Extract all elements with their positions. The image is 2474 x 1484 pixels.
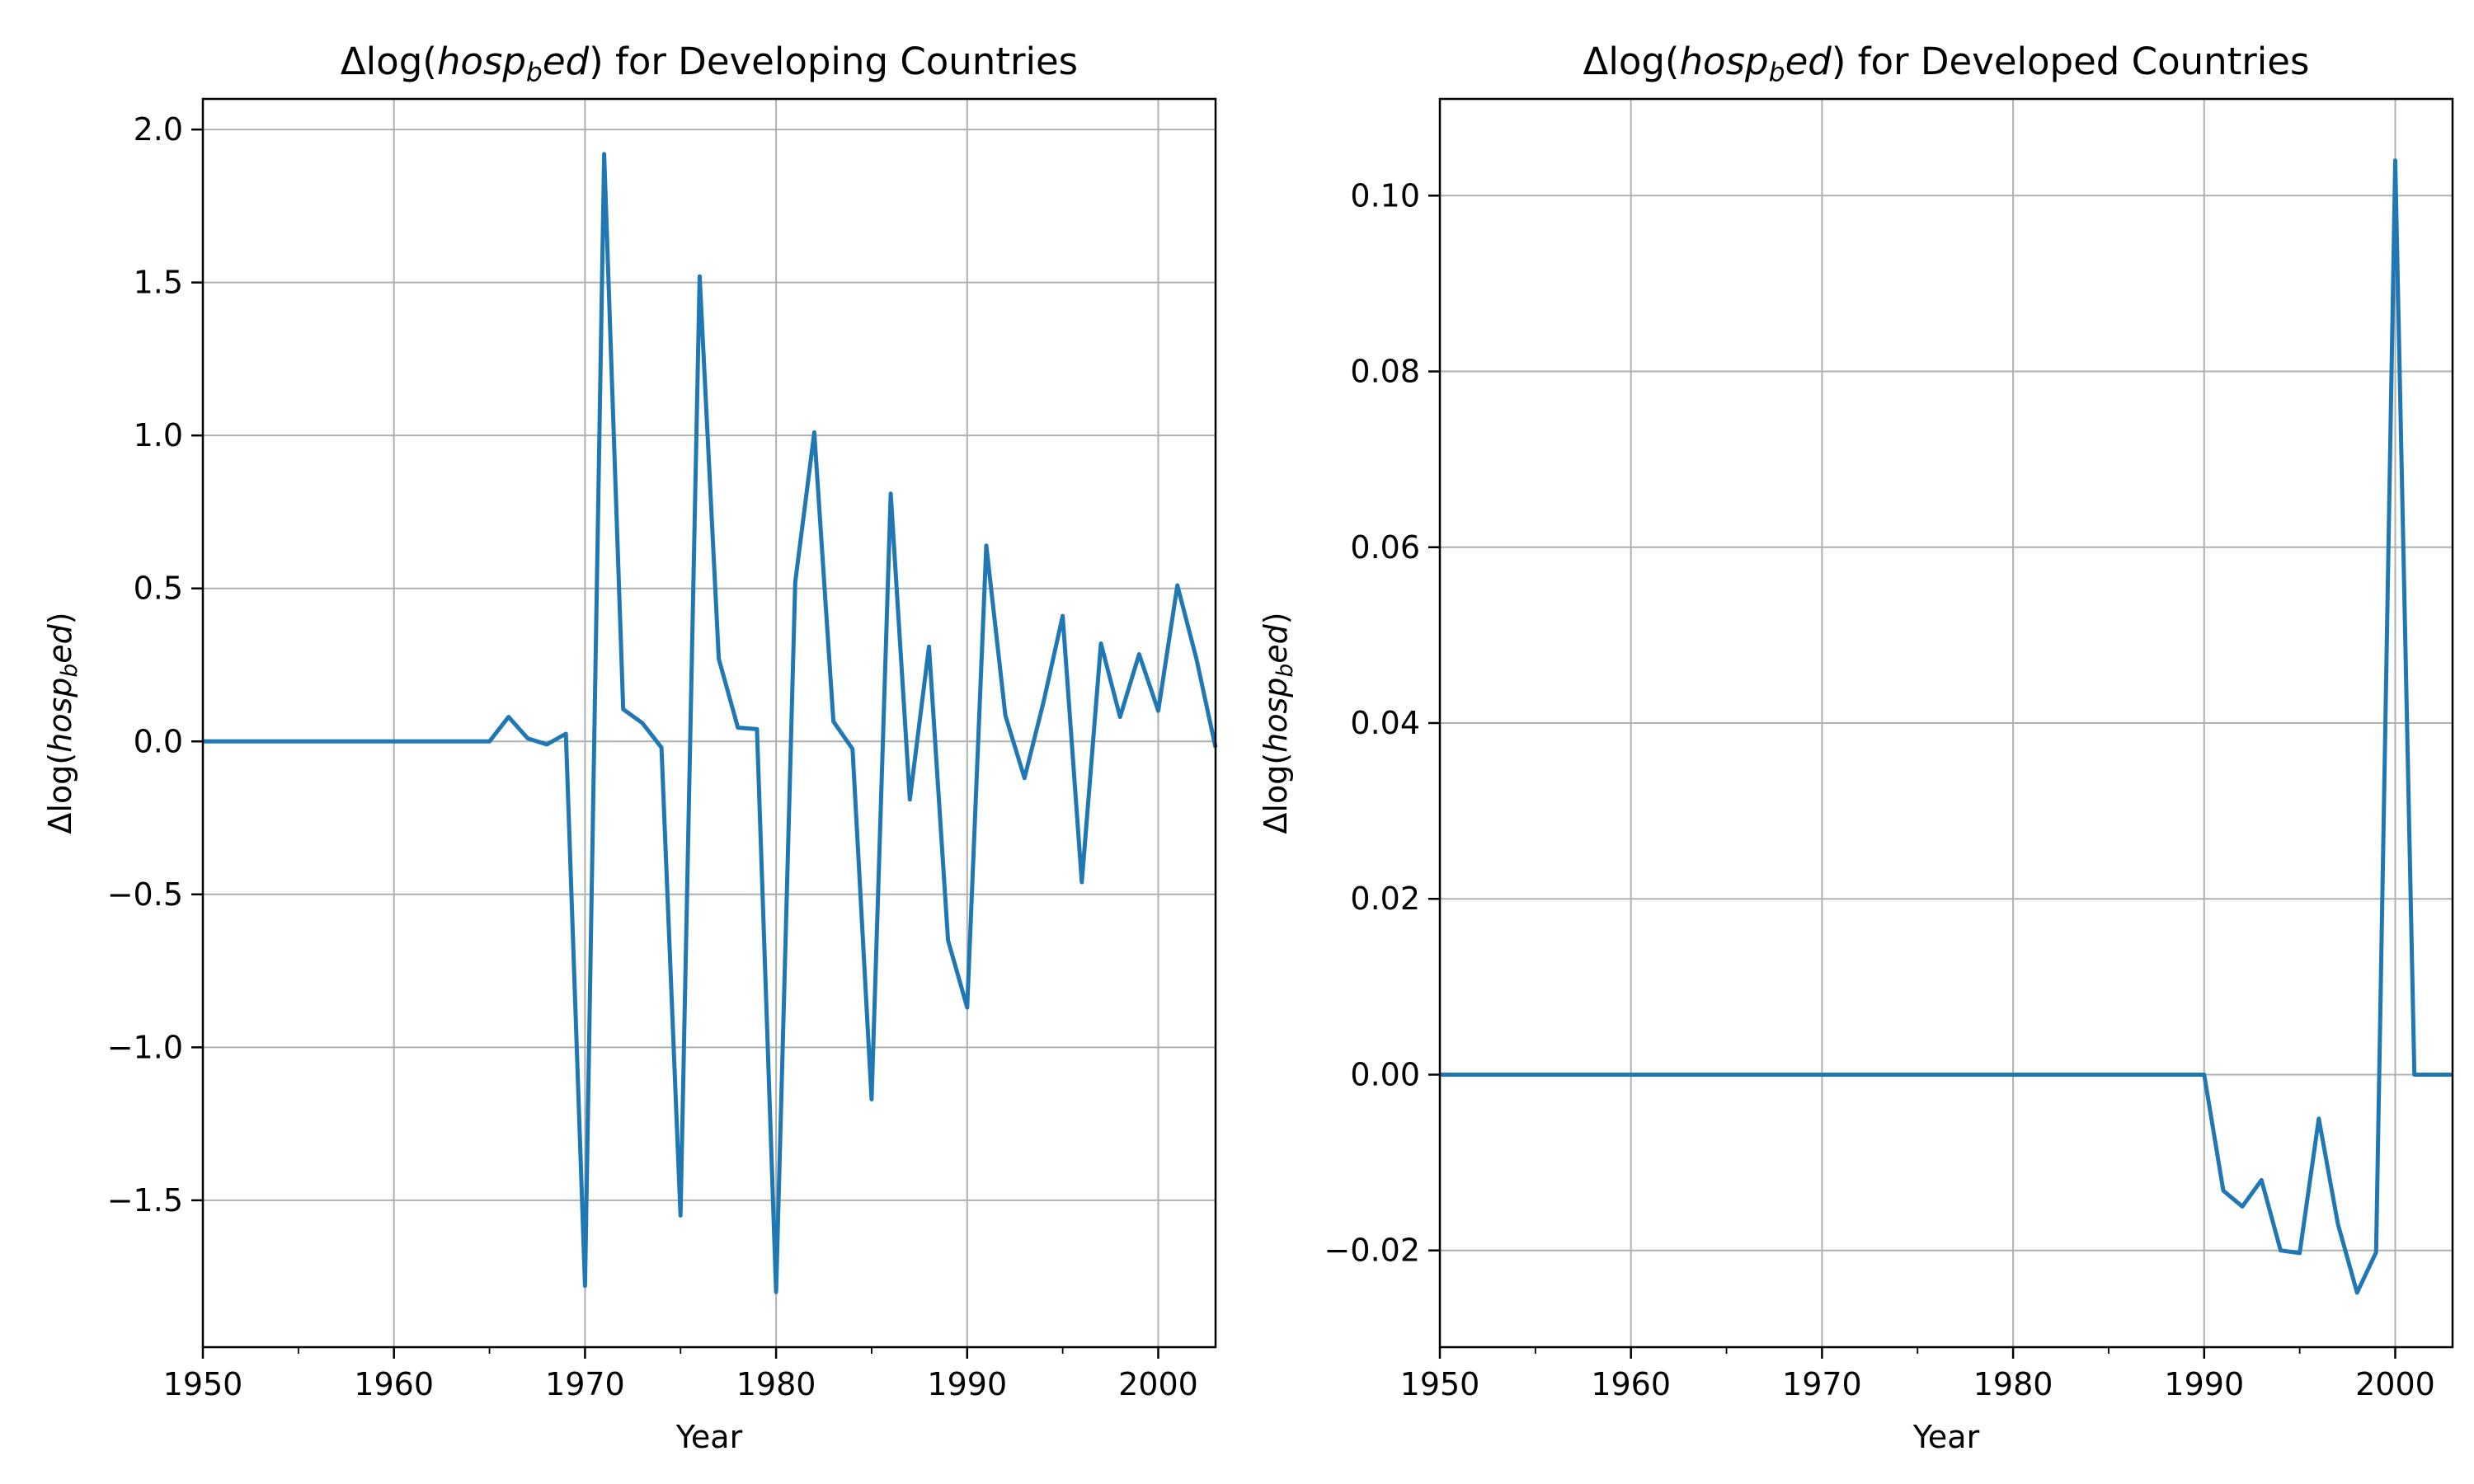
y-tick-label: 0.02 [1350, 881, 1420, 917]
x-axis-label: Year [675, 1419, 743, 1455]
y-tick-label: 0.10 [1350, 177, 1420, 214]
y-tick-label: 0.04 [1350, 705, 1420, 741]
y-tick-label: −1.5 [107, 1182, 183, 1219]
label-var-tail: ed [543, 40, 590, 83]
x-tick-label: 1960 [354, 1366, 434, 1402]
y-tick-label: 1.0 [134, 417, 183, 453]
x-tick-label: 1990 [2164, 1366, 2244, 1402]
label-var: hosp [437, 40, 526, 83]
label-subscript: b [1272, 664, 1298, 678]
x-tick-label: 1970 [545, 1366, 625, 1402]
x-tick-label: 1950 [1400, 1366, 1480, 1402]
chart-developing: 1950 1960 1970 1980 1990 2000 −1.5 −1.0 −0.5 0.0 0… [42, 40, 1218, 1455]
y-tick-label: −0.02 [1324, 1233, 1420, 1269]
x-tick-label: 1960 [1591, 1366, 1671, 1402]
label-subscript: b [1769, 58, 1785, 87]
label-suffix: ) for Developing Countries [589, 40, 1078, 83]
y-axis-label: Δlog(hospbed) [1258, 612, 1298, 834]
y-axis-label: Δlog(hospbed) [42, 612, 82, 834]
chart-title: Δlog(hospbed) for Developed Countries [1583, 40, 2310, 87]
x-tick-label: 2000 [2355, 1366, 2435, 1402]
label-var-tail: ed [1785, 40, 1832, 83]
label-subscript: b [526, 58, 543, 87]
label-var-tail: ed [42, 623, 78, 663]
label-suffix: ) [1258, 612, 1294, 624]
y-tick-label: 0.5 [134, 571, 183, 607]
label-prefix: Δlog( [42, 753, 78, 834]
y-tick-label: 0.06 [1350, 529, 1420, 566]
chart-title: Δlog(hospbed) for Developing Countries [341, 40, 1078, 87]
x-tick-label: 1950 [163, 1366, 243, 1402]
y-tick-label: −0.5 [107, 876, 183, 913]
plot-frame [201, 97, 1217, 1349]
series-line-developed [1440, 158, 2453, 1295]
y-tick-label: 1.5 [134, 265, 183, 301]
series-line-developing [203, 152, 1218, 1294]
label-suffix: ) for Developed Countries [1832, 40, 2310, 83]
x-tick-label: 2000 [1118, 1366, 1198, 1402]
y-tick-label: −1.0 [107, 1029, 183, 1065]
label-var: hosp [42, 678, 78, 753]
label-var: hosp [1258, 678, 1294, 753]
x-tick-label: 1970 [1782, 1366, 1862, 1402]
label-var-tail: ed [1258, 623, 1294, 663]
x-tick-label: 1990 [927, 1366, 1007, 1402]
x-axis-label: Year [1912, 1419, 1980, 1455]
y-tick-label: 0.00 [1350, 1056, 1420, 1092]
label-prefix: Δlog( [341, 40, 437, 83]
label-suffix: ) [42, 612, 78, 624]
label-var: hosp [1680, 40, 1769, 83]
y-tick-label: 0.08 [1350, 354, 1420, 390]
x-tick-label: 1980 [736, 1366, 816, 1402]
label-subscript: b [57, 664, 82, 678]
y-tick-label: 2.0 [134, 111, 183, 148]
chart-developed: 1950 1960 1970 1980 1990 2000 −0.02 0.00 0.02 0.0… [1258, 40, 2454, 1455]
x-tick-label: 1980 [1973, 1366, 2053, 1402]
label-prefix: Δlog( [1258, 753, 1294, 834]
label-prefix: Δlog( [1583, 40, 1680, 83]
y-tick-label: 0.0 [134, 723, 183, 759]
